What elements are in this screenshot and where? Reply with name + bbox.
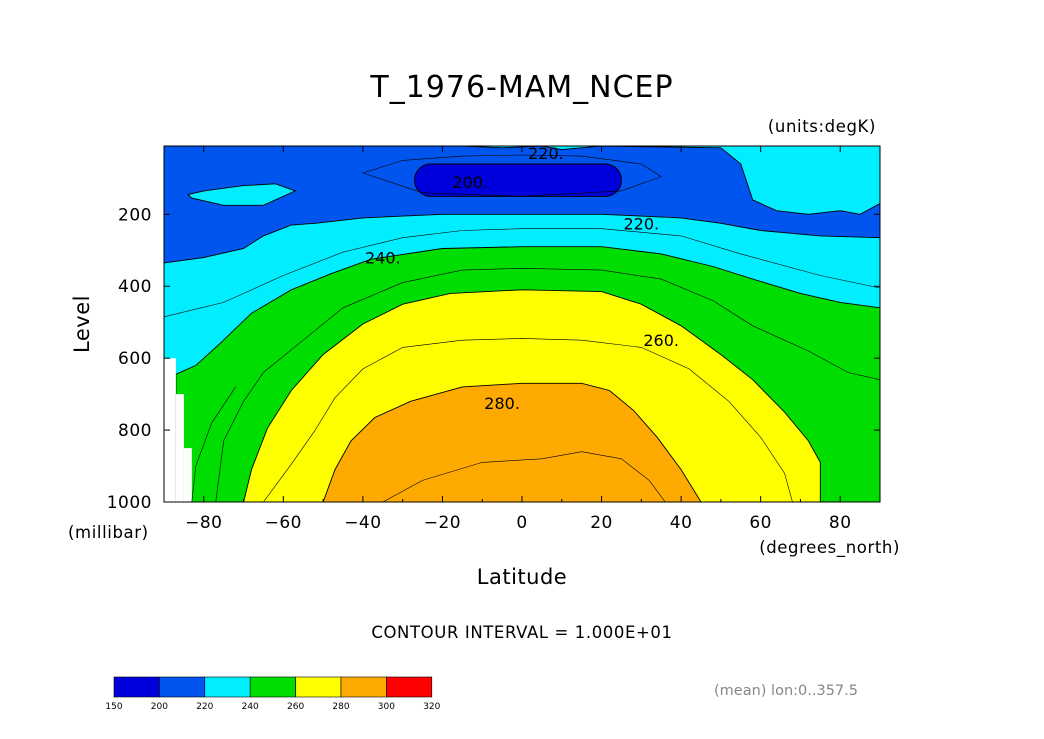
y-tick-label-2: 600 (118, 349, 152, 369)
contour-label-4: 260. (643, 331, 679, 350)
x-tick-label-1: −60 (265, 513, 302, 533)
x-tick-label-2: −40 (344, 513, 381, 533)
core-region-layer (414, 163, 622, 197)
region-missing-2 (175, 394, 184, 502)
contour-label-2: 220. (623, 214, 659, 233)
region-band-220-240-islet (186, 183, 297, 206)
x-axis: −80 −60 −40 −20 0 20 40 60 80 (163, 146, 881, 533)
line-230 (164, 228, 880, 318)
line-260-extra (191, 386, 236, 502)
x-tick-label-5: 20 (590, 513, 613, 533)
x-tick-label-7: 60 (749, 513, 772, 533)
colorbar-label-0: 150 (105, 702, 122, 712)
x-units-label: (degrees_north) (759, 538, 900, 558)
x-tick-label-3: −20 (424, 513, 461, 533)
colorbar-label-2: 220 (196, 702, 213, 712)
x-tick-label-0: −80 (185, 513, 222, 533)
colorbar-swatch-3 (249, 676, 296, 698)
colorbar-label-7: 320 (423, 702, 440, 712)
x-tick-label-6: 40 (670, 513, 693, 533)
contour-labels: 220. 200. 220. 240. 260. 280. (365, 144, 679, 413)
filled-regions (164, 146, 880, 502)
colorbar-label-5: 280 (332, 702, 349, 712)
x-tick-label-4: 0 (516, 513, 527, 533)
y-tick-label-1: 400 (118, 277, 152, 297)
chart-title: T_1976-MAM_NCEP (369, 70, 673, 105)
contour-label-1: 200. (452, 173, 488, 192)
y-tick-label-0: 200 (118, 205, 152, 225)
colorbar-swatch-5 (340, 676, 387, 698)
colorbar-swatch-4 (295, 676, 342, 698)
contour-label-0: 220. (528, 144, 564, 163)
y-axis-title: Level (70, 295, 94, 353)
contour-lines (164, 154, 880, 502)
line-210 (362, 154, 662, 197)
colorbar-label-1: 200 (151, 702, 168, 712)
plot-area (164, 146, 880, 502)
line-250 (215, 267, 880, 502)
y-units-label: (millibar) (68, 523, 149, 542)
mean-annotation: (mean) lon:0..357.5 (714, 683, 858, 699)
colorbar-swatch-2 (204, 676, 251, 698)
contour-label-3: 240. (365, 249, 401, 268)
region-core-150-200 (414, 163, 622, 197)
region-missing-3 (183, 448, 192, 502)
y-axis: 200 400 600 800 1000 (107, 205, 880, 513)
colorbar-swatch-1 (159, 676, 206, 698)
x-axis-title: Latitude (477, 565, 567, 589)
colorbar-label-3: 240 (242, 702, 259, 712)
colorbar-label-4: 260 (287, 702, 304, 712)
contour-interval-text: CONTOUR INTERVAL = 1.000E+01 (371, 623, 672, 642)
region-band-280-300 (322, 382, 702, 502)
y-tick-label-3: 800 (118, 421, 152, 441)
y-tick-label-4: 1000 (107, 493, 152, 513)
line-290 (382, 451, 666, 502)
line-270 (263, 338, 793, 502)
units-label: (units:degK) (768, 117, 876, 136)
x-tick-label-8: 80 (829, 513, 852, 533)
contour-label-5: 280. (484, 394, 520, 413)
colorbar-swatch-0 (113, 676, 160, 698)
colorbar: 150 200 220 240 260 280 300 320 (105, 676, 441, 712)
colorbar-swatch-6 (386, 676, 433, 698)
colorbar-label-6: 300 (378, 702, 395, 712)
